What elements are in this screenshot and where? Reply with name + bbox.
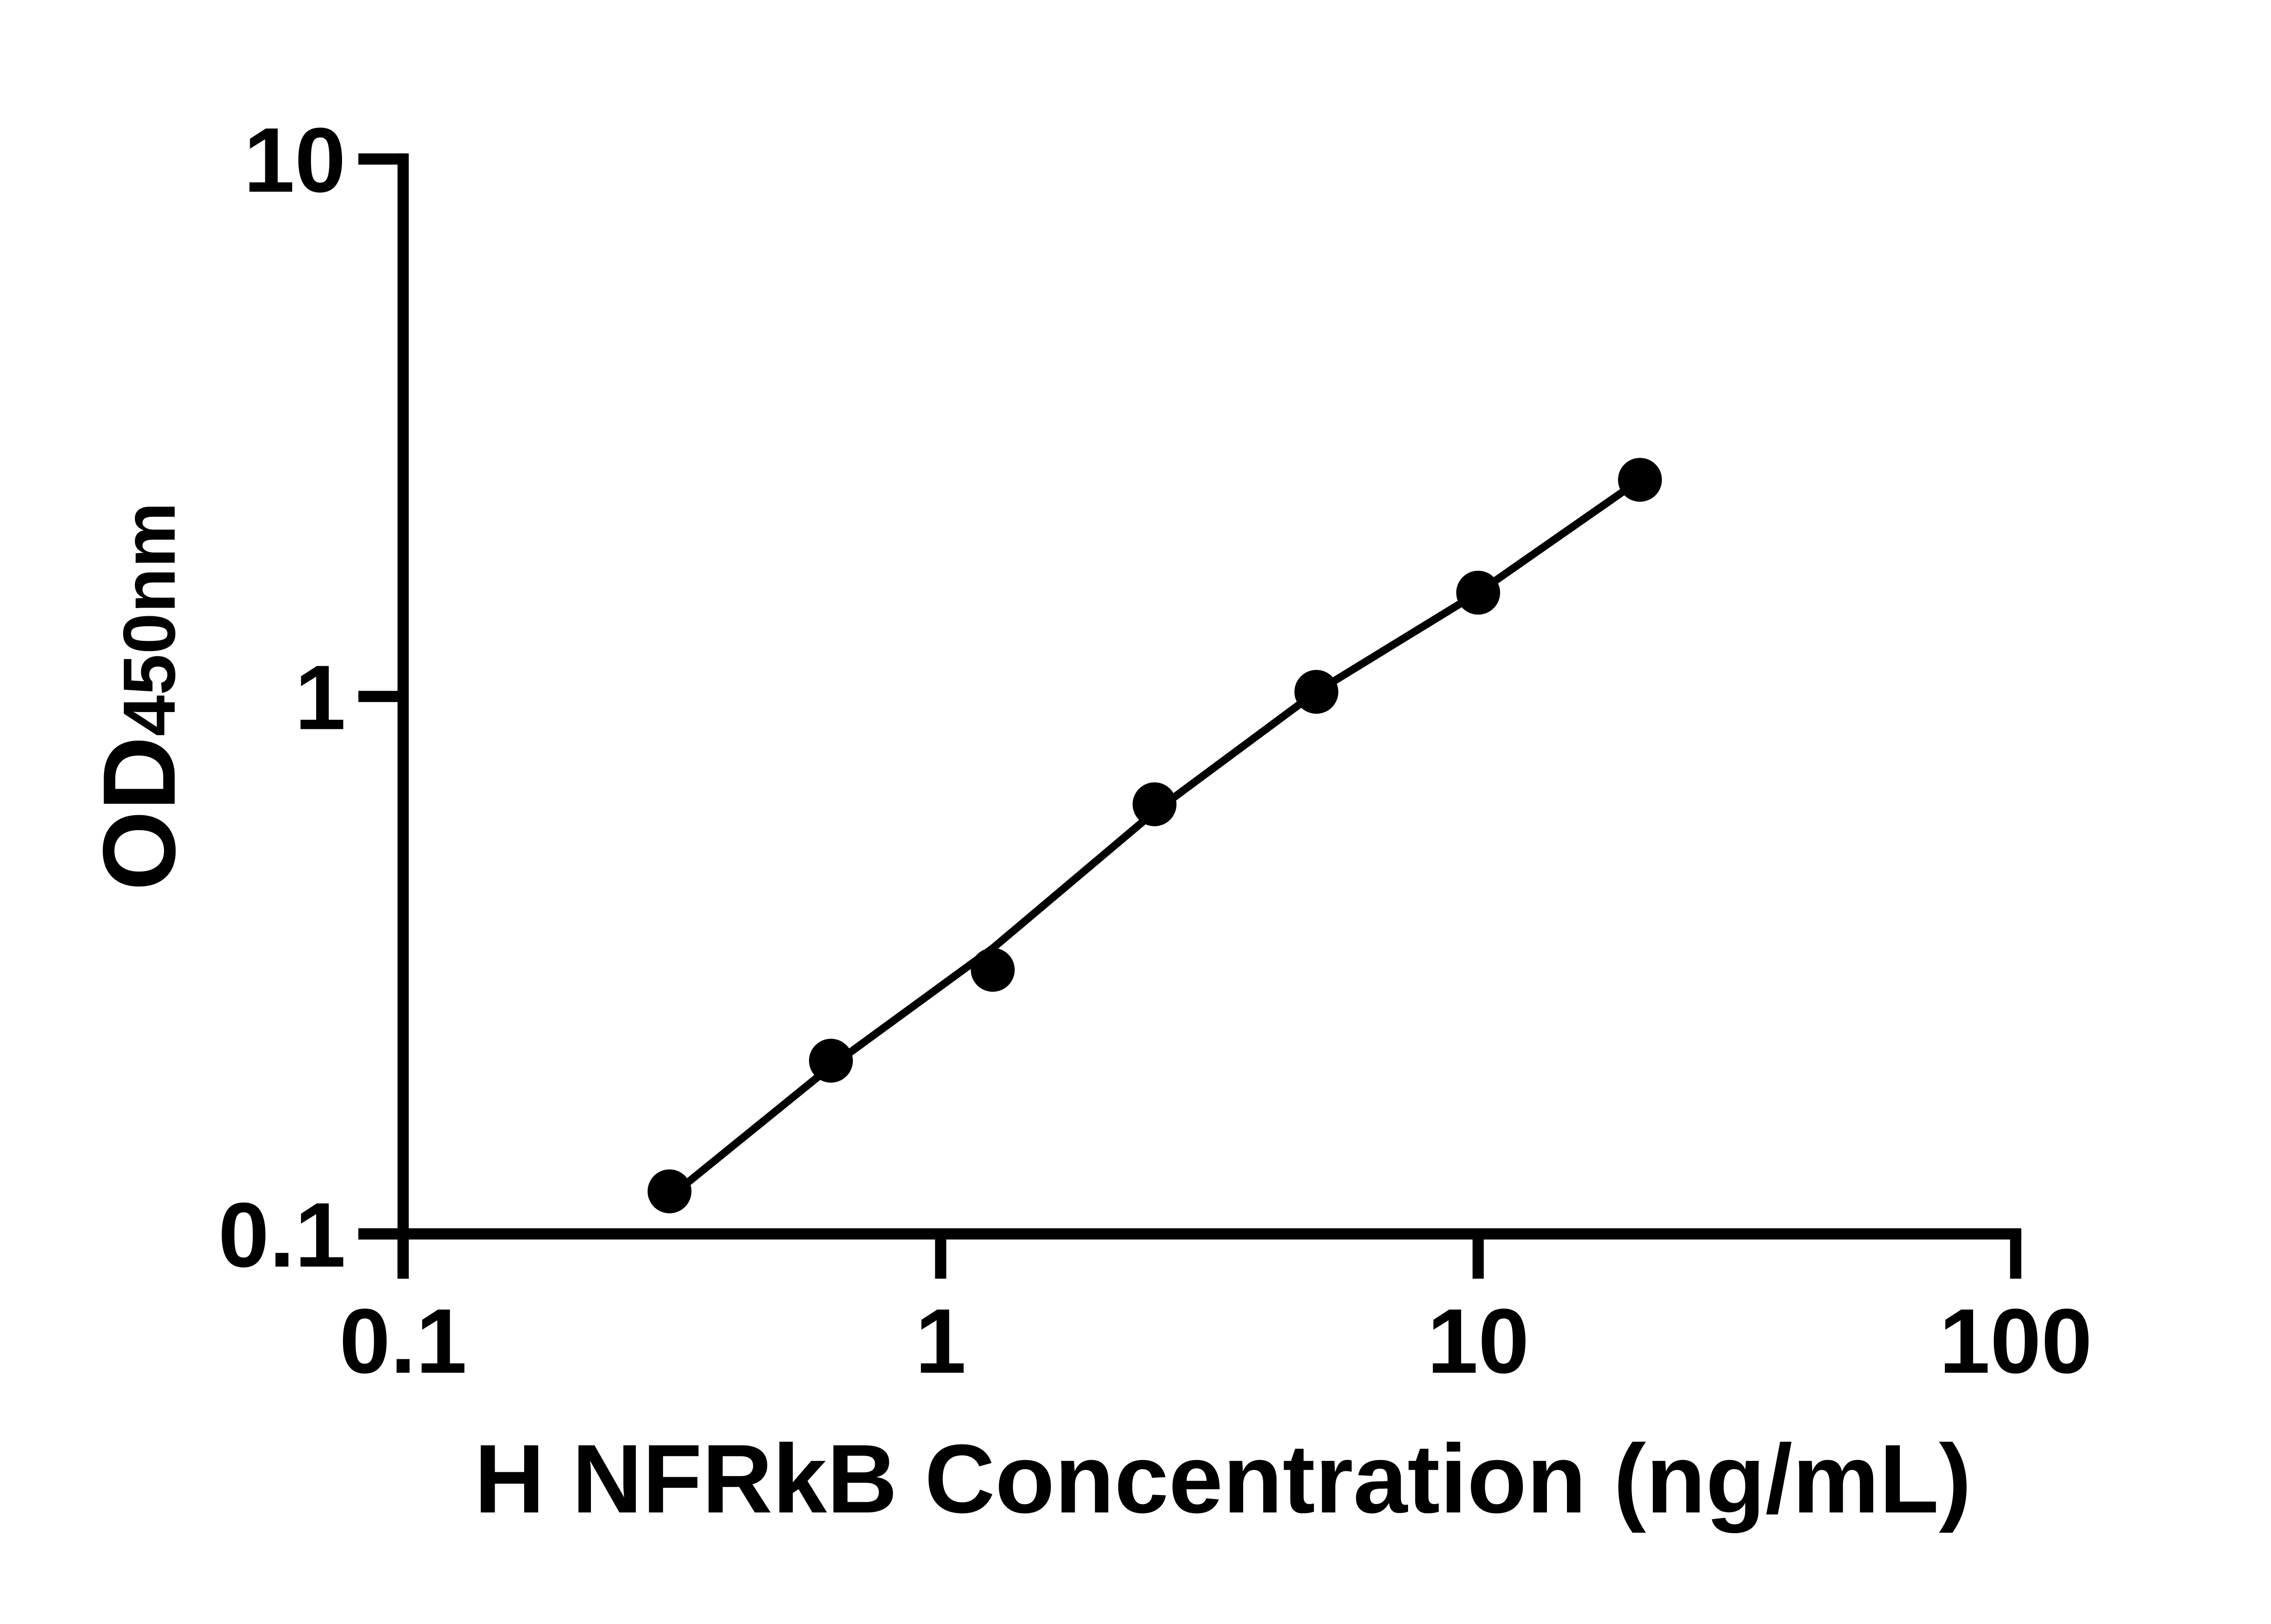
x-tick-label-100: 100 [1939, 1290, 2092, 1392]
data-point-0 [647, 1169, 692, 1213]
y-axis-title: OD450nm [82, 502, 197, 891]
x-axis-title: H NFRkB Concentration (ng/mL) [474, 1424, 1971, 1533]
x-tick-label-0.1: 0.1 [339, 1290, 467, 1392]
y-axis-title-sub: 450nm [109, 502, 191, 737]
y-tick-label-0.1: 0.1 [218, 1183, 346, 1286]
y-tick-label-1: 1 [295, 646, 346, 749]
data-point-6 [1618, 458, 1662, 502]
x-tick-label-10: 10 [1427, 1290, 1529, 1392]
y-axis-title-main: OD [82, 736, 197, 891]
data-point-5 [1456, 570, 1500, 615]
x-tick-label-1: 1 [915, 1290, 966, 1392]
data-point-3 [1132, 782, 1177, 827]
data-point-4 [1294, 670, 1339, 714]
data-point-1 [809, 1039, 853, 1083]
data-point-2 [971, 948, 1015, 992]
y-tick-label-10: 10 [243, 109, 346, 211]
